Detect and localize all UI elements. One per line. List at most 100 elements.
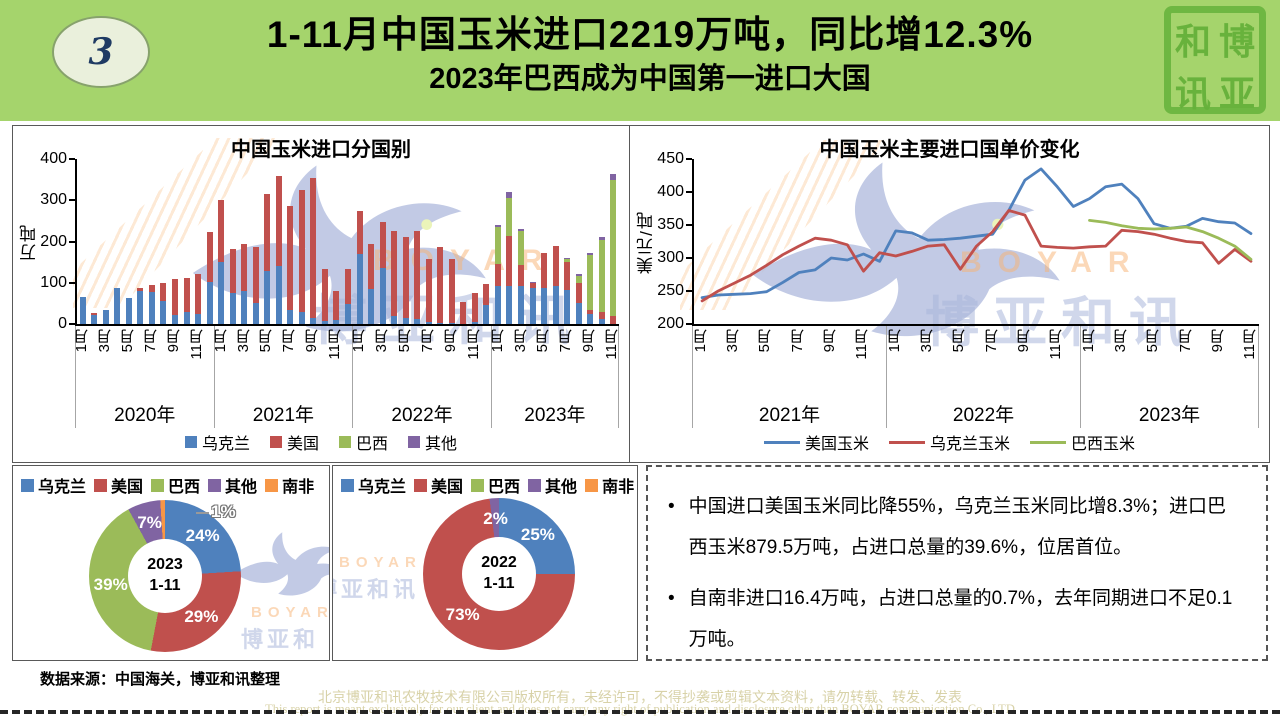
x-tick-label: 7月 [280,329,298,353]
legend-swatch [408,436,421,448]
bar-column [238,159,250,324]
x-tick-label: 11月 [1240,329,1258,360]
bar-column [504,159,516,324]
x-tick-label: 5月 [950,329,968,353]
y-tick-label: 250 [657,282,684,299]
bar-column [135,159,147,324]
x-tick-label: 1月 [488,329,506,353]
bar-column [458,159,470,324]
x-tick-label: 1月 [350,329,368,353]
seal-char: 和 [1174,21,1211,62]
bar-column [515,159,527,324]
note-item: • 自南非进口16.4万吨，占进口总量的0.7%，去年同期进口不足0.1万吨。 [668,579,1242,661]
x-tick-label: 11月 [187,329,205,360]
x-tick-label: 9月 [1208,329,1226,353]
bar-column [481,159,493,324]
watermark-brand-cn: 博亚和讯 [241,627,320,660]
x-tick-label: 9月 [820,329,838,353]
donut-center-label-2023: 2023 1-11 [128,539,202,613]
bar-y-axis-label: 万吨 [20,222,39,261]
bar-column [342,159,354,324]
bar-chart-title: 中国玉米进口分国别 [231,139,411,161]
watermark-brand-en: BOYAR [339,554,422,571]
legend-item: 南非 [585,473,634,497]
legend-item: 巴西玉米 [1030,430,1135,454]
x-tick-label: 7月 [788,329,806,353]
x-tick-label: 5月 [396,329,414,353]
year-label: 2023年 [1081,398,1259,428]
page-number-badge: 3 [52,16,150,88]
y-tick-label: 350 [657,216,684,233]
watermark-brand-cn: 博亚和讯 [333,577,420,602]
notes-panel: • 中国进口美国玉米同比降55%，乌克兰玉米同比增8.3%；进口巴西玉米879.… [646,465,1268,661]
x-tick-label: 9月 [1014,329,1032,353]
bar-column [607,159,619,324]
bar-column [446,159,458,324]
bar-column [308,159,320,324]
watermark-bird-icon [235,532,329,596]
y-tick-label: 0 [58,315,67,332]
donut-center-year: 2022 [481,554,517,572]
bar-column [227,159,239,324]
legend-item: 乌克兰 [341,473,406,497]
legend-swatch [94,478,108,492]
pie-slice-label: 7% [137,513,162,533]
x-tick-label: 11月 [326,329,344,360]
bar-column [273,159,285,324]
bar-column [296,159,308,324]
legend-swatch [888,440,925,444]
seal-char: 博 [1218,21,1255,62]
bar-column [158,159,170,324]
legend-swatch [471,478,485,492]
year-label: 2022年 [353,398,492,428]
legend-item: 巴西 [471,473,520,497]
legend-swatch [208,478,222,492]
legend-item: 乌克兰 [21,473,86,497]
bullet-icon: • [668,496,675,517]
pie-legend-2023: 乌克兰 美国 巴西 其他 南非 [13,466,329,497]
bar-column [388,159,400,324]
year-label: 2020年 [75,398,215,428]
legend-swatch [763,440,800,444]
bar-year-labels: 2020年 2021年 2022年 2023年 [75,398,619,428]
x-tick-label: 5月 [534,329,552,353]
pie-slice-label: 73% [445,605,480,625]
pie-slice-label: 29% [184,607,219,627]
x-tick-label: 3月 [511,329,529,353]
y-tick-label: 400 [40,150,67,167]
x-tick-label: 5月 [257,329,275,353]
legend-item: 巴西 [339,430,388,454]
year-label: 2021年 [215,398,354,428]
donut-center-period: 1-11 [149,577,181,594]
bar-column [469,159,481,324]
bar-column [89,159,101,324]
year-label: 2023年 [492,398,619,428]
x-tick-label: 9月 [580,329,598,353]
legend-swatch [528,478,542,492]
bar-column [411,159,423,324]
bar-column [584,159,596,324]
legend-item: 美国 [414,473,463,497]
page-number: 3 [88,31,114,73]
pie-slice-label: 39% [93,574,128,594]
bar-column [331,159,343,324]
note-item: • 中国进口美国玉米同比降55%，乌克兰玉米同比增8.3%；进口巴西玉米879.… [668,487,1242,569]
legend-swatch [1030,440,1066,444]
legend-item: 南非 [265,473,314,497]
y-tick-label: 200 [40,232,67,250]
x-tick-label: 9月 [303,329,321,353]
y-tick-label: 100 [40,273,67,291]
x-tick-label: 9月 [441,329,459,353]
legend-item: 巴西 [151,473,200,497]
bar-column [262,159,274,324]
pie-slice-label: 24% [185,525,220,545]
x-tick-label: 1月 [886,329,904,353]
bar-column [204,159,216,324]
x-tick-label: 11月 [464,329,482,360]
year-label: 2021年 [692,398,888,428]
bar-column [596,159,608,324]
